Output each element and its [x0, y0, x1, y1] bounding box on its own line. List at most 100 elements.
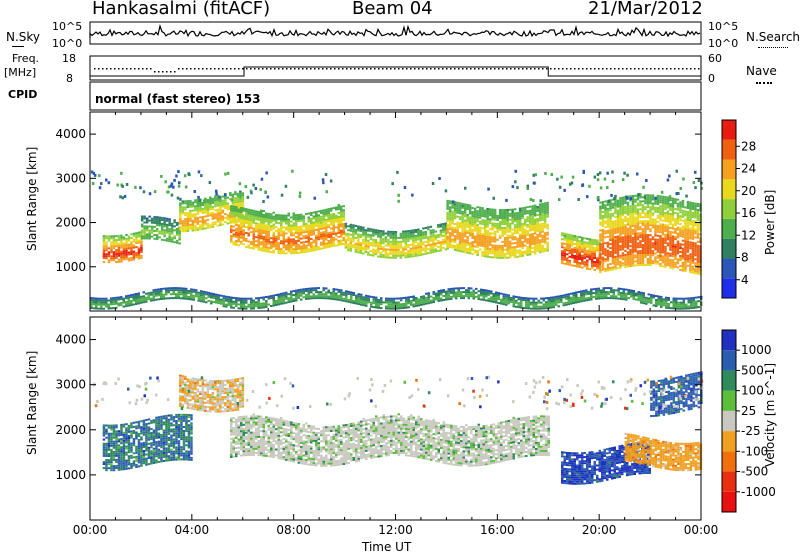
power-cell [265, 216, 268, 219]
power-cell [372, 250, 375, 253]
power-cell [317, 214, 320, 217]
power-cell [385, 305, 388, 308]
power-cell [616, 201, 620, 204]
power-cell [300, 215, 303, 218]
power-cell [290, 216, 293, 219]
power-cell [669, 254, 672, 257]
power-cell [179, 228, 182, 231]
power-cell [287, 248, 290, 251]
power-cell [179, 216, 182, 219]
power-cell [260, 235, 263, 238]
power-cell [442, 225, 445, 227]
power-cell [664, 218, 667, 220]
nave-dot [382, 68, 384, 70]
power-cell [205, 291, 208, 294]
power-cell [432, 247, 435, 250]
power-cell [576, 241, 579, 244]
power-cell [486, 221, 489, 224]
power-cell [241, 192, 245, 195]
power-cell [380, 297, 383, 300]
power-cell [417, 230, 420, 233]
power-cell [257, 228, 260, 231]
power-cell [429, 245, 433, 248]
power-cell [694, 216, 697, 219]
power-cell [523, 244, 527, 247]
power-cell [508, 208, 512, 211]
power-cell [295, 236, 298, 239]
power-cell [340, 233, 343, 236]
power-cell [290, 252, 293, 255]
power-cell [125, 242, 128, 244]
power-cell [631, 224, 635, 227]
power-cell [392, 246, 395, 249]
power-cell [591, 238, 594, 241]
power-cell [649, 242, 652, 245]
power-cell [619, 207, 622, 209]
power-cell [236, 206, 240, 209]
power-cell [661, 241, 665, 244]
power-cell [142, 295, 145, 298]
power-cell [200, 294, 203, 297]
power-cell [606, 253, 610, 256]
power-cell [285, 238, 288, 241]
power-cell [639, 226, 642, 229]
power-cell [420, 303, 423, 306]
power-cell [275, 214, 278, 216]
power-cell [135, 238, 138, 241]
power-cell [252, 243, 255, 246]
power-cell [252, 233, 255, 236]
nave-dot [374, 68, 376, 70]
power-cell [250, 231, 253, 234]
power-cell [631, 195, 635, 197]
power-cell [240, 240, 243, 243]
power-cell [132, 246, 136, 249]
power-cell [387, 244, 390, 247]
power-cell [282, 252, 285, 255]
power-cell [117, 236, 121, 239]
power-cell [387, 248, 390, 251]
power-cell [576, 243, 579, 246]
power-cell [226, 196, 230, 199]
power-cell [694, 252, 697, 255]
power-cell [523, 240, 527, 243]
power-cell [137, 247, 141, 250]
power-cell [511, 222, 514, 225]
power-cell [611, 212, 615, 215]
power-cell [656, 208, 660, 211]
power-cell [634, 228, 637, 231]
power-cell [506, 230, 509, 233]
power-cell [456, 225, 459, 228]
power-cell [400, 307, 403, 310]
power-cell [461, 206, 464, 209]
power-cell [458, 218, 462, 221]
power-cell [616, 213, 620, 216]
power-cell [636, 232, 640, 235]
power-cell [676, 208, 680, 211]
nave-dot [102, 68, 104, 70]
power-cell [192, 294, 195, 297]
power-cell [488, 228, 492, 231]
power-cell [644, 216, 647, 219]
power-cell [177, 297, 180, 300]
power-cell [533, 242, 537, 245]
power-cell [536, 227, 539, 230]
power-cell [317, 216, 320, 219]
power-cell [624, 210, 627, 213]
power-cell [476, 254, 479, 256]
power-cell [237, 218, 240, 221]
power-cell [347, 290, 350, 293]
power-cell [513, 216, 517, 219]
power-cell [506, 252, 509, 255]
power-cell [583, 253, 586, 256]
power-cell [302, 245, 305, 248]
power-cell [649, 210, 652, 213]
power-cell [143, 231, 146, 234]
power-cell [232, 296, 235, 299]
power-cell [689, 241, 692, 244]
power-cell [407, 252, 410, 254]
power-cell [402, 254, 405, 257]
power-cell [155, 288, 158, 291]
power-cell [493, 232, 497, 235]
power-cell [496, 238, 499, 241]
power-cell [290, 220, 293, 223]
